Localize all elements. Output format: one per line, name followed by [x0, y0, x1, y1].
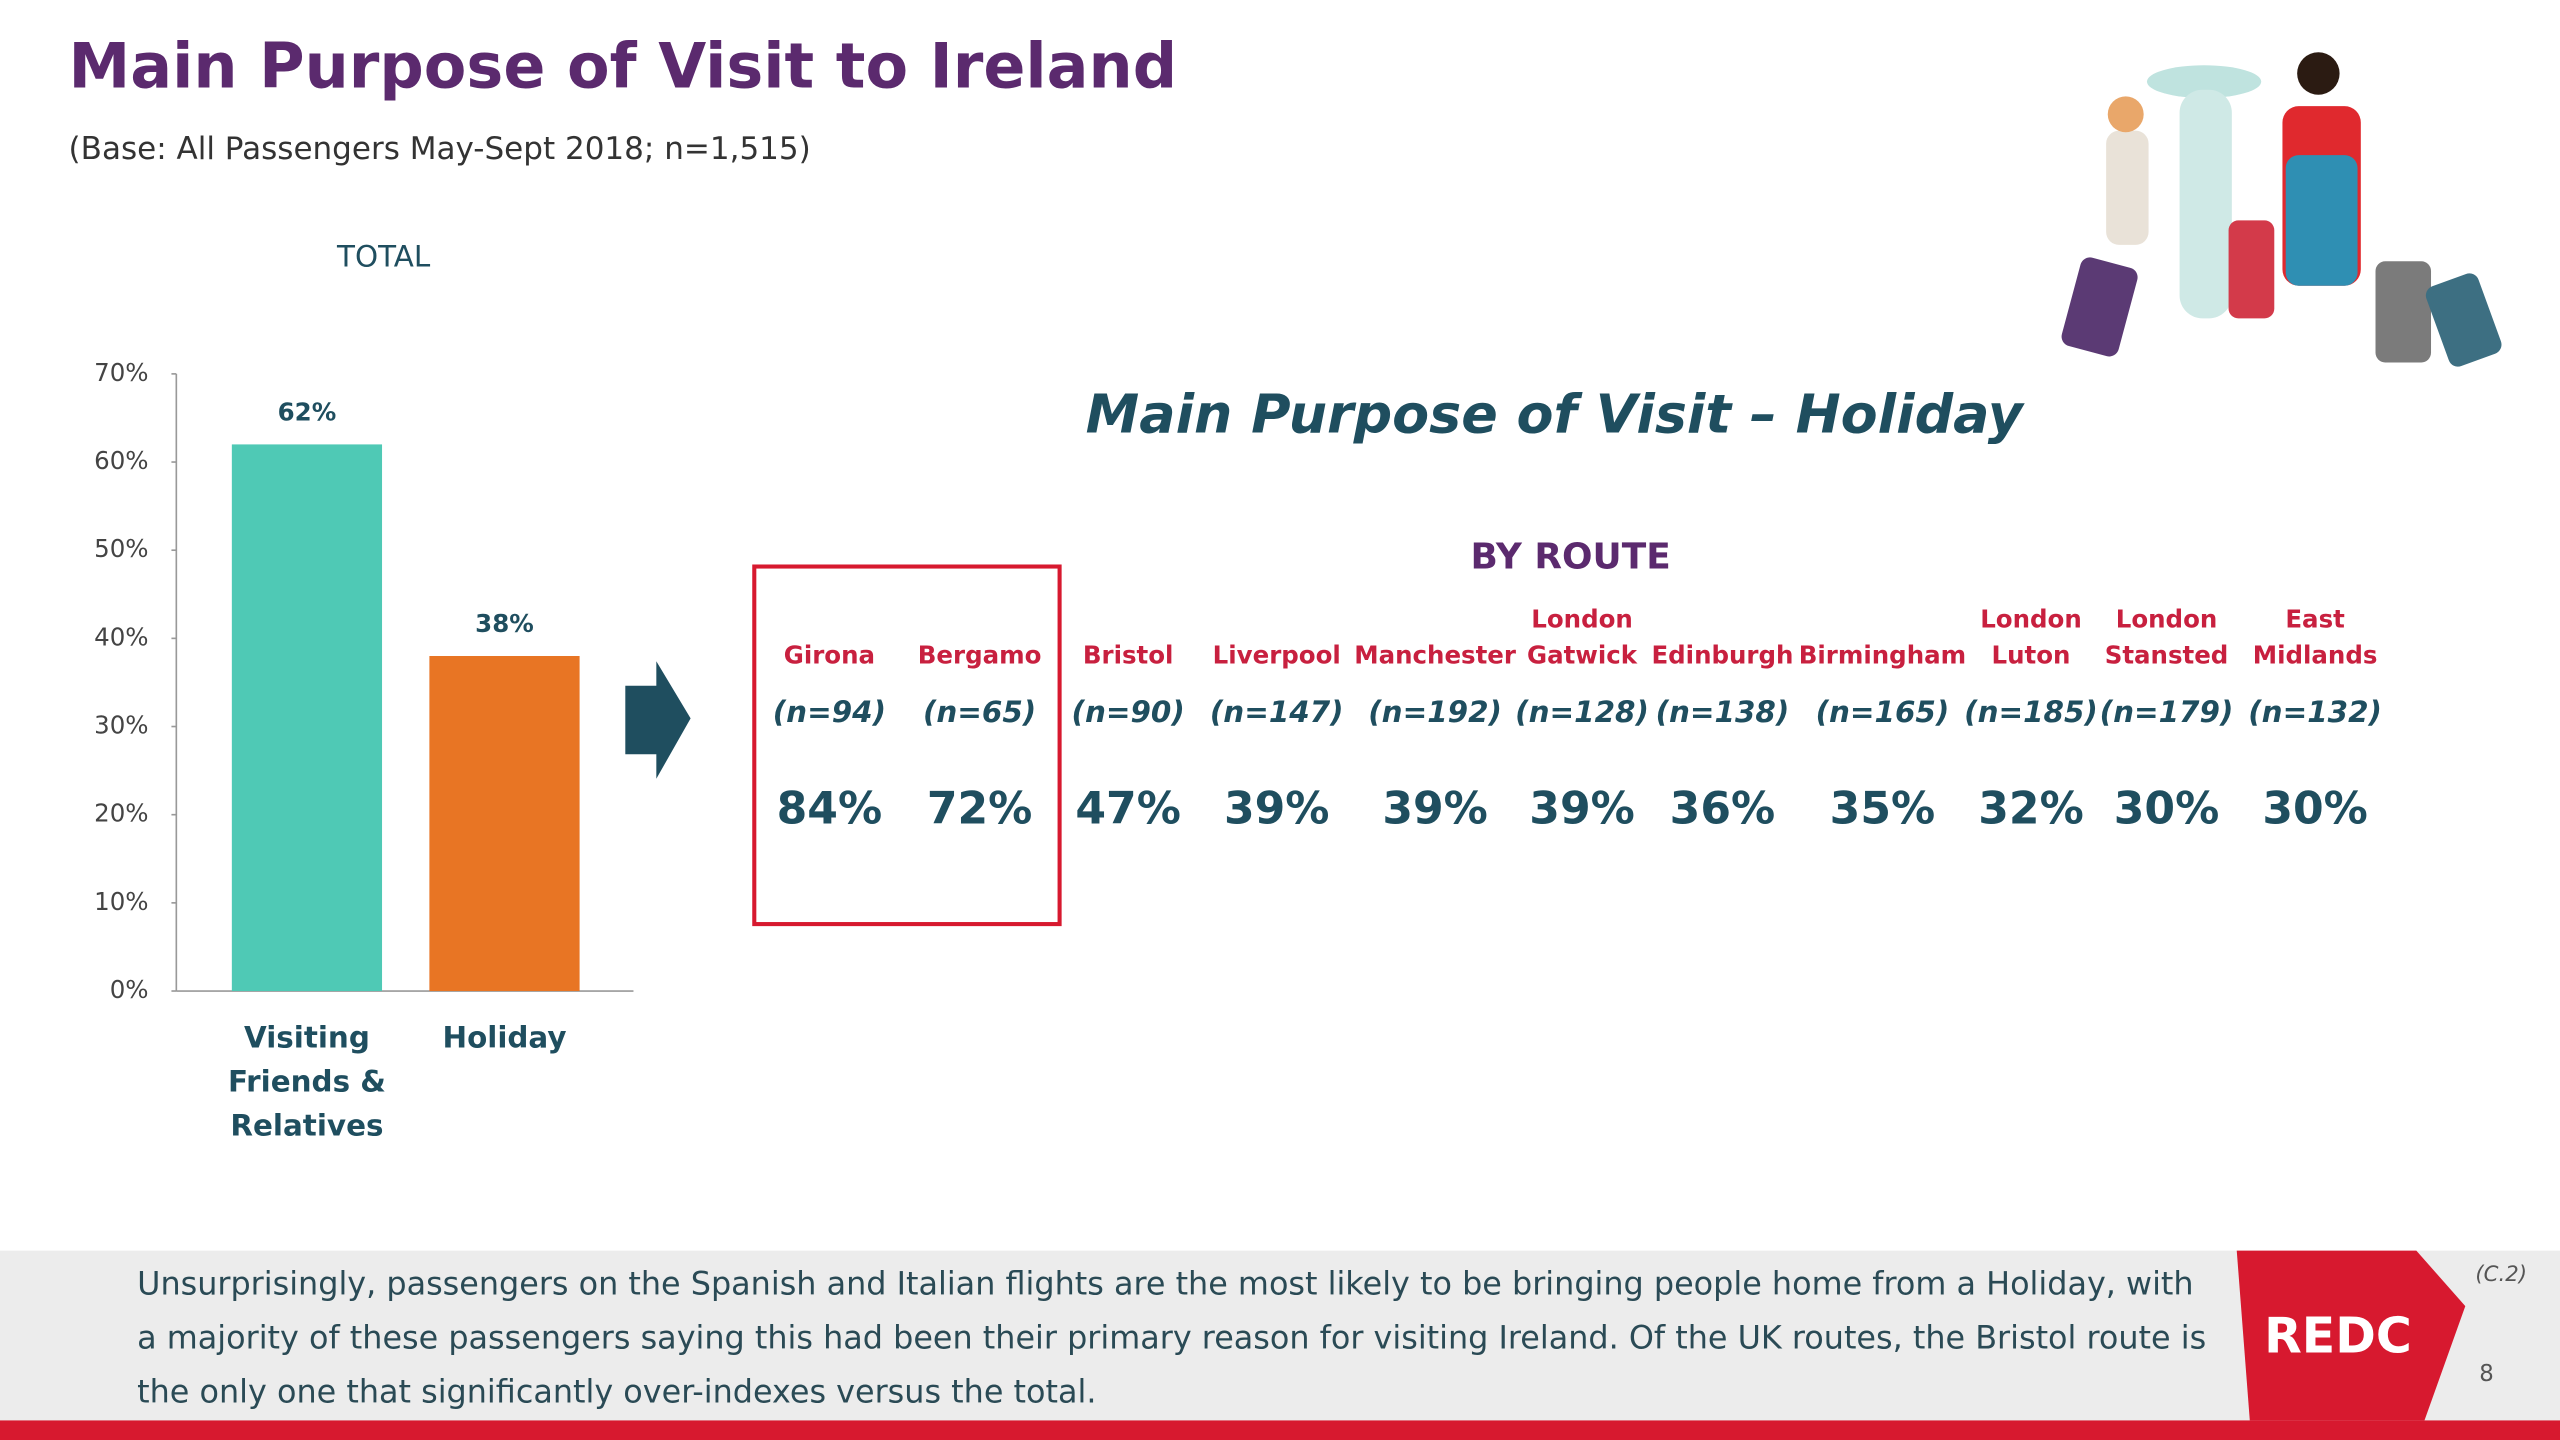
bar	[231, 444, 383, 992]
route-name: Luton	[1992, 640, 2071, 669]
route-value: 72%	[927, 783, 1033, 834]
highlight-box	[752, 564, 1062, 927]
route-value: 30%	[2114, 783, 2220, 834]
route-name: Midlands	[2253, 640, 2378, 669]
illustration	[2061, 52, 2502, 367]
route-n: (n=90)	[1072, 695, 1185, 729]
arrow	[625, 661, 691, 779]
route-value: 39%	[1382, 783, 1488, 834]
route-n: (n=192)	[1368, 695, 1502, 729]
route-name: Manchester	[1354, 640, 1516, 669]
route-n: (n=65)	[923, 695, 1036, 729]
routes-subtitle: BY ROUTE	[1470, 536, 1670, 577]
page-number: 8	[2479, 1361, 2494, 1387]
route-name: East	[2285, 604, 2345, 633]
data-label: 62%	[278, 397, 337, 426]
route-n: (n=185)	[1964, 695, 2098, 729]
route-n: (n=179)	[2100, 695, 2234, 729]
footer-text: Unsurprisingly, passengers on the Spanis…	[137, 1265, 2207, 1411]
footer-bg	[0, 1250, 2560, 1421]
route-name: Bergamo	[918, 640, 1042, 669]
slide-code: (C.2)	[2475, 1262, 2527, 1287]
route-value: 36%	[1670, 783, 1776, 834]
routes-title: Main Purpose of Visit – Holiday	[1086, 383, 2025, 446]
data-label: 38%	[475, 609, 534, 638]
route-value: 39%	[1224, 783, 1330, 834]
y-tick-label: 30%	[94, 711, 148, 740]
route-n: (n=132)	[2248, 695, 2382, 729]
route-name: Girona	[784, 640, 875, 669]
footer-bar	[0, 1420, 2560, 1440]
route-value: 35%	[1830, 783, 1936, 834]
y-tick-label: 40%	[94, 622, 148, 651]
route-name: Liverpool	[1213, 640, 1341, 669]
route-name: Stansted	[2105, 640, 2229, 669]
x-tick-label: Holiday	[442, 1020, 566, 1054]
logo: REDC	[2264, 1307, 2412, 1364]
y-tick-label: 10%	[94, 887, 148, 916]
route-name: Birmingham	[1799, 640, 1966, 669]
y-tick-label: 60%	[94, 446, 148, 475]
route-n: (n=165)	[1816, 695, 1950, 729]
x-tick-label: Visiting Friends & Relatives	[228, 1020, 386, 1142]
bar	[429, 656, 580, 992]
title: Main Purpose of Visit to Ireland	[69, 29, 1178, 102]
route-name: Bristol	[1083, 640, 1174, 669]
route-value: 84%	[777, 783, 883, 834]
route-n: (n=128)	[1515, 695, 1649, 729]
y-tick-label: 70%	[94, 358, 148, 387]
chart-title: TOTAL	[336, 239, 431, 273]
route-value: 32%	[1978, 783, 2084, 834]
footer-box: Unsurprisingly, passengers on the Spanis…	[137, 1265, 2207, 1411]
route-name: Gatwick	[1527, 640, 1638, 669]
route-name: London	[2116, 604, 2218, 633]
route-name: Edinburgh	[1651, 640, 1793, 669]
route-n: (n=94)	[773, 695, 886, 729]
subtitle: (Base: All Passengers May-Sept 2018; n=1…	[69, 131, 811, 167]
route-value: 30%	[2262, 783, 2368, 834]
route-n: (n=147)	[1210, 695, 1344, 729]
y-tick-label: 0%	[110, 975, 149, 1004]
y-tick-label: 50%	[94, 534, 148, 563]
route-value: 39%	[1529, 783, 1635, 834]
route-value: 47%	[1075, 783, 1181, 834]
route-n: (n=138)	[1656, 695, 1790, 729]
route-name: London	[1980, 604, 2082, 633]
route-name: London	[1531, 604, 1633, 633]
logo-bg	[2236, 1250, 2466, 1421]
y-tick-label: 20%	[94, 799, 148, 828]
